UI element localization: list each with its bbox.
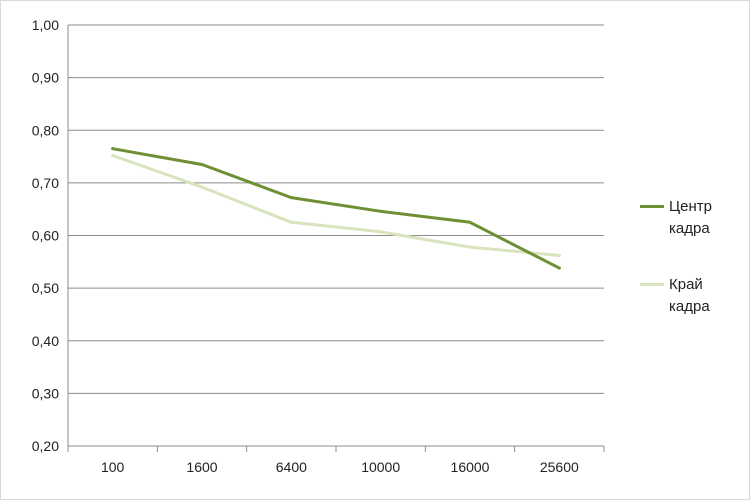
legend: Центр кадра Край кадра [640, 196, 745, 352]
legend-swatch-edge [640, 283, 664, 286]
y-tick-label-5: 0,70 [32, 175, 59, 191]
y-tick-label-4: 0,60 [32, 228, 59, 244]
y-tick-label-6: 0,80 [32, 122, 59, 138]
legend-swatch-center [640, 205, 664, 208]
y-tick-label-1: 0,30 [32, 385, 59, 401]
data-point-0-3 [379, 209, 383, 213]
x-tick-label-5: 25600 [540, 459, 579, 475]
x-tick-label-3: 10000 [361, 459, 400, 475]
data-point-0-2 [289, 196, 293, 200]
x-tick-label-1: 1600 [186, 459, 217, 475]
data-point-0-1 [200, 162, 204, 166]
legend-label-center: Центр кадра [669, 198, 712, 237]
y-tick-label-2: 0,40 [32, 333, 59, 349]
x-tick-label-0: 100 [101, 459, 125, 475]
x-tick-label-4: 16000 [451, 459, 490, 475]
y-tick-label-7: 0,90 [32, 70, 59, 86]
data-point-1-2 [289, 220, 293, 224]
y-tick-label-8: 1,00 [32, 17, 59, 33]
x-tick-label-2: 6400 [276, 459, 307, 475]
y-tick-label-3: 0,50 [32, 280, 59, 296]
legend-item-edge: Край кадра [640, 274, 745, 326]
data-point-0-0 [111, 147, 115, 151]
data-point-1-4 [468, 245, 472, 249]
data-point-1-1 [200, 185, 204, 189]
series-line-1 [111, 154, 561, 257]
legend-label-edge: Край кадра [669, 276, 710, 315]
y-tick-label-0: 0,20 [32, 438, 59, 454]
data-point-1-5 [557, 253, 561, 257]
data-point-0-5 [557, 266, 561, 270]
legend-item-center: Центр кадра [640, 196, 745, 248]
data-point-1-3 [379, 230, 383, 234]
data-point-1-0 [111, 154, 115, 158]
data-point-0-4 [468, 220, 472, 224]
series-line-0 [111, 147, 561, 270]
